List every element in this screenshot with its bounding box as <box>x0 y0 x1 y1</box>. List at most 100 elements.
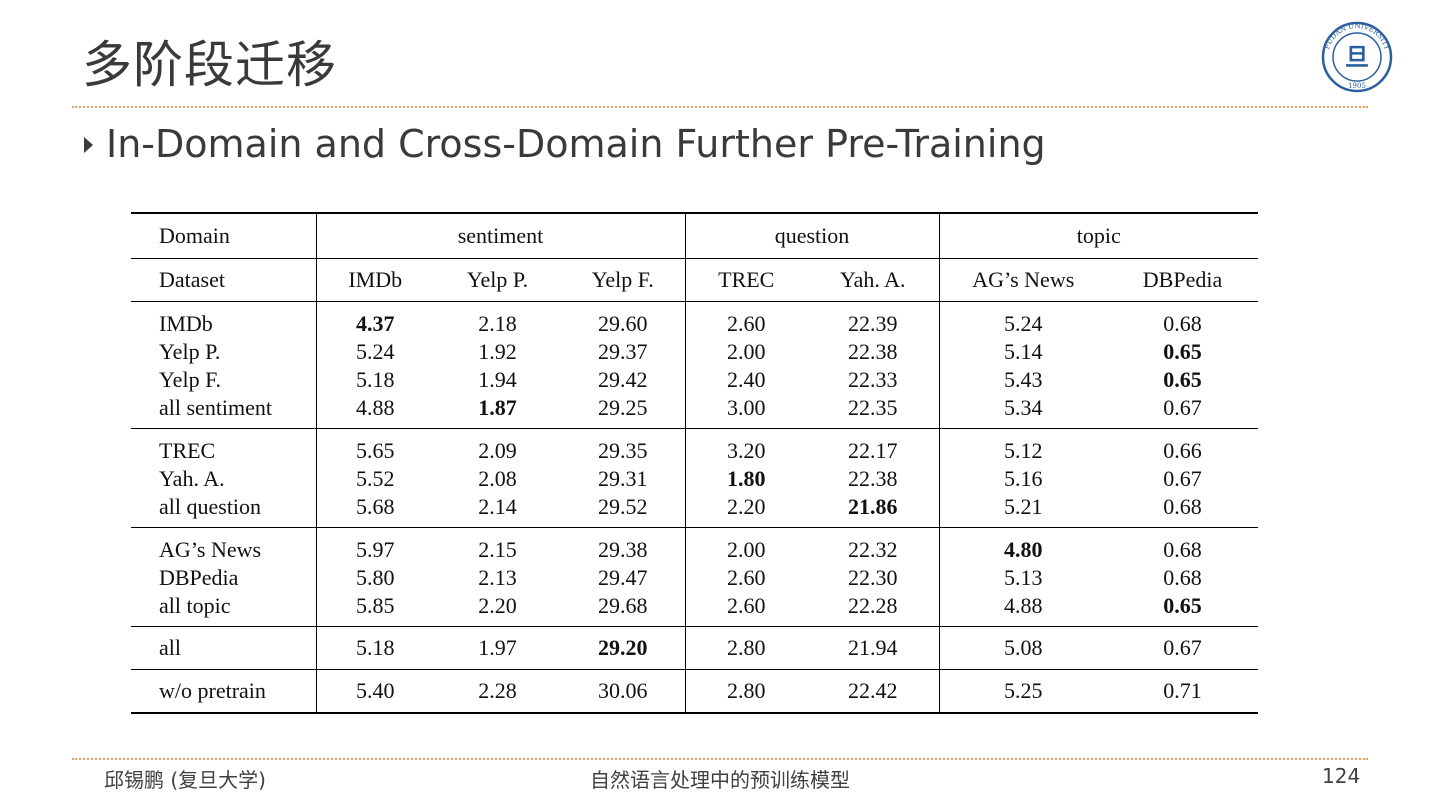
row-label: Yelp P. <box>159 339 221 364</box>
table-cell: 22.42 <box>848 678 898 703</box>
column-header: Yelp P. <box>434 258 561 302</box>
best-value: 29.20 <box>598 635 648 660</box>
svg-text:旦: 旦 <box>1345 42 1369 71</box>
table-cell: 0.68 <box>1107 493 1258 528</box>
table-cell: 5.12 <box>938 428 1107 465</box>
table-row: all 5.18 1.97 29.20 2.80 21.94 5.08 0.67 <box>131 626 1258 670</box>
table-cell: 29.47 <box>598 565 648 590</box>
row-label: Yah. A. <box>159 466 225 491</box>
table-cell: 29.20 <box>561 626 685 670</box>
row-label: DBPedia <box>159 565 239 590</box>
best-value: 0.65 <box>1163 339 1202 364</box>
table-cell: 0.66 <box>1163 438 1202 463</box>
table-cell: 3.00 <box>684 394 807 429</box>
table-cell: 29.60 <box>598 311 648 336</box>
footer-course: 自然语言处理中的预训练模型 <box>590 768 850 792</box>
table-cell: 5.25 <box>938 669 1107 713</box>
table-cell: 4.37 <box>315 301 434 338</box>
table-cell: 29.68 <box>561 592 685 627</box>
row-label: all question <box>131 493 316 528</box>
table-cell: 2.60 <box>684 564 807 592</box>
row-label: all sentiment <box>131 394 316 429</box>
table-cell: 5.21 <box>938 493 1107 528</box>
table-cell: 5.18 <box>315 626 434 670</box>
bullet-text: In-Domain and Cross-Domain Further Pre-T… <box>106 122 1046 166</box>
table-cell: 5.34 <box>938 394 1107 429</box>
table-cell: 5.52 <box>315 465 434 493</box>
table-cell: 29.25 <box>561 394 685 429</box>
best-value: 21.86 <box>848 494 898 519</box>
table-cell: 22.30 <box>848 565 898 590</box>
slide-title: 多阶段迁移 <box>82 36 337 94</box>
table-cell: 5.08 <box>938 626 1107 670</box>
table-cell: 0.71 <box>1163 678 1202 703</box>
table-cell: 22.35 <box>807 394 939 429</box>
table-cell: 5.40 <box>315 669 434 713</box>
column-header: Yelp F. <box>561 258 685 302</box>
table-cell: 22.32 <box>848 537 898 562</box>
svg-text:1905: 1905 <box>1348 82 1366 90</box>
table-cell: 0.65 <box>1107 592 1258 627</box>
table-cell: 0.67 <box>1163 466 1202 491</box>
table-cell: 0.65 <box>1107 366 1258 394</box>
row-label: w/o pretrain <box>159 678 266 703</box>
table-cell: 2.14 <box>434 493 561 528</box>
results-table-container: Domain sentiment question topic Dataset … <box>131 212 1258 714</box>
table-cell: 29.52 <box>561 493 685 528</box>
table-cell: 2.60 <box>684 301 807 338</box>
table-cell: 22.38 <box>848 339 898 364</box>
footer-author: 邱锡鹏 (复旦大学) <box>104 768 266 792</box>
dataset-header-row: Dataset IMDb Yelp P. Yelp F. TREC Yah. A… <box>131 258 1258 302</box>
table-cell: 29.35 <box>598 438 648 463</box>
best-value: 4.37 <box>356 311 395 336</box>
column-header: Yah. A. <box>807 258 939 302</box>
table-cell: 22.17 <box>848 438 898 463</box>
table-cell: 2.20 <box>434 592 561 627</box>
table-cell: 5.24 <box>315 338 434 366</box>
best-value: 4.80 <box>1004 537 1043 562</box>
table-cell: 1.94 <box>478 367 517 392</box>
table-cell: 5.80 <box>315 564 434 592</box>
table-cell: 2.00 <box>684 338 807 366</box>
table-cell: 2.13 <box>478 565 517 590</box>
table-cell: 4.88 <box>315 394 434 429</box>
table-cell: 2.28 <box>478 678 517 703</box>
table-cell: 2.08 <box>478 466 517 491</box>
column-header: TREC <box>684 258 807 302</box>
table-row: all sentiment 4.88 1.87 29.25 3.00 22.35 5.34 0… <box>131 394 1258 429</box>
table-cell: 29.31 <box>598 466 648 491</box>
table-cell: 4.88 <box>938 592 1107 627</box>
row-label: all <box>131 626 316 670</box>
table-cell: 0.68 <box>1163 311 1202 336</box>
table-cell: 1.80 <box>684 465 807 493</box>
group-sentiment: sentiment <box>315 213 685 259</box>
row-label: AG’s News <box>159 537 262 562</box>
table-cell: 4.80 <box>938 527 1107 564</box>
table-cell: 5.14 <box>938 338 1107 366</box>
row-label: IMDb <box>159 311 213 336</box>
table-row: all topic 5.85 2.20 29.68 2.60 22.28 4.88 0.65 <box>131 592 1258 627</box>
best-value: 0.65 <box>1163 367 1202 392</box>
row-label: all topic <box>131 592 316 627</box>
table-cell: 5.85 <box>315 592 434 627</box>
table-cell: 29.38 <box>598 537 648 562</box>
column-header: DBPedia <box>1107 258 1258 302</box>
table-row: Yelp P. 5.24 1.92 29.37 2.00 22.38 5.14 0.65 <box>131 338 1258 366</box>
group-topic: topic <box>938 213 1258 259</box>
table-cell: 5.97 <box>315 527 434 564</box>
group-question: question <box>684 213 939 259</box>
table-cell: 21.94 <box>807 626 939 670</box>
table-cell: 5.24 <box>938 301 1107 338</box>
table-cell: 2.15 <box>478 537 517 562</box>
table-cell: 29.37 <box>598 339 648 364</box>
table-row: Yah. A. 5.52 2.08 29.31 1.80 22.38 5.16 0.67 <box>131 465 1258 493</box>
row-label: Yelp F. <box>159 367 222 392</box>
table-cell: 2.09 <box>478 438 517 463</box>
table-row: IMDb 4.37 2.18 29.60 2.60 22.39 5.24 0.68 <box>131 301 1258 338</box>
table-cell: 2.20 <box>684 493 807 528</box>
table-cell: 0.68 <box>1163 565 1202 590</box>
table-cell: 5.65 <box>315 428 434 465</box>
table-cell: 5.68 <box>315 493 434 528</box>
table-cell: 1.92 <box>478 339 517 364</box>
table-cell: 29.42 <box>598 367 648 392</box>
